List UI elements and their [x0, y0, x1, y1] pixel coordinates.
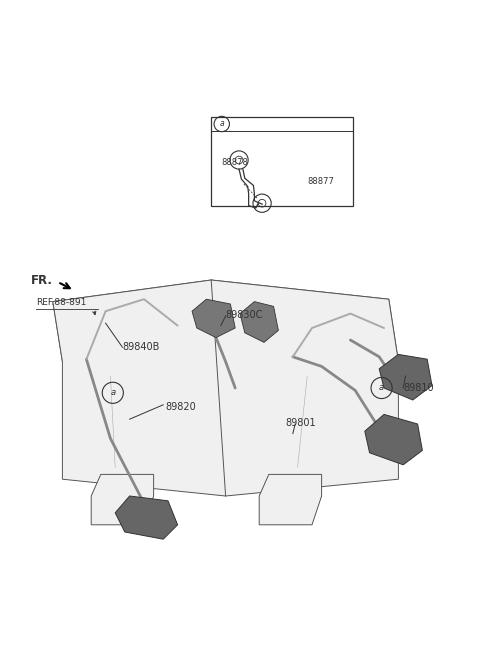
Text: 88878: 88878 [222, 158, 249, 167]
Text: 89830C: 89830C [226, 310, 263, 320]
Polygon shape [365, 415, 422, 465]
Polygon shape [240, 302, 278, 342]
Text: 89840B: 89840B [122, 342, 160, 352]
Polygon shape [379, 354, 432, 400]
Polygon shape [53, 280, 398, 380]
Text: a: a [219, 119, 224, 129]
Polygon shape [192, 299, 235, 338]
Text: FR.: FR. [31, 274, 53, 287]
Text: a: a [379, 384, 384, 392]
Text: REF.88-891: REF.88-891 [36, 298, 86, 307]
Text: a: a [110, 388, 115, 398]
Polygon shape [259, 474, 322, 525]
Text: 88877: 88877 [307, 177, 334, 186]
Text: 89801: 89801 [286, 419, 316, 428]
Polygon shape [115, 496, 178, 539]
FancyBboxPatch shape [211, 117, 353, 205]
Text: 89810: 89810 [403, 383, 434, 394]
Polygon shape [91, 474, 154, 525]
Text: 89820: 89820 [166, 401, 196, 411]
Polygon shape [53, 280, 398, 496]
